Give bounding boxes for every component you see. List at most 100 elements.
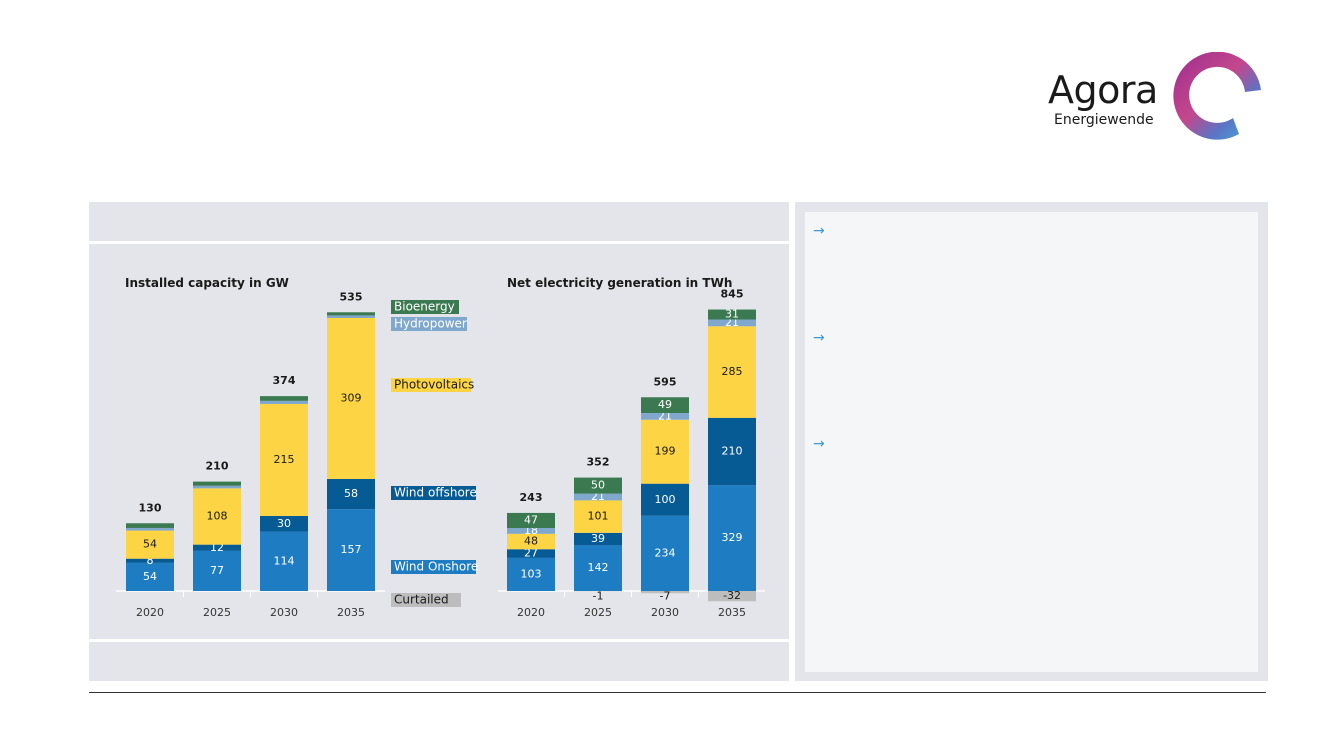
bar-segment-bioenergy [641, 397, 689, 413]
data-label: 27 [524, 547, 538, 560]
data-label: 50 [591, 479, 605, 492]
chart-header-panel [89, 202, 789, 241]
legend-label: Photovoltaics [394, 378, 474, 392]
data-label: 101 [588, 510, 609, 523]
bar-segment-wind_offshore [574, 532, 622, 546]
legend-label: Wind Onshore [394, 560, 478, 574]
bar-segment-wind_onshore [327, 509, 375, 591]
data-label: 100 [655, 493, 676, 506]
legend-label: Bioenergy [394, 300, 455, 314]
legend-swatch-bioenergy [391, 300, 459, 314]
data-label: 108 [207, 509, 228, 522]
bar-segment-hydropower [327, 315, 375, 318]
data-label: 49 [658, 398, 672, 411]
legend-swatch-wind_offshore [391, 486, 476, 500]
tick-label: 2030 [270, 606, 298, 619]
data-label: 8 [147, 554, 154, 567]
bar-segment-wind_offshore [260, 515, 308, 532]
data-label: 309 [341, 391, 362, 404]
bar-segment-photovoltaics [708, 326, 756, 418]
bar-segment-wind_onshore [641, 515, 689, 591]
bar-segment-wind_onshore [574, 545, 622, 591]
bar-segment-curtailed [641, 591, 689, 594]
arrow-right-icon: → [813, 436, 825, 452]
bar-segment-bioenergy [126, 523, 174, 528]
bar-segment-photovoltaics [193, 488, 241, 545]
legend-label: Curtailed [394, 593, 449, 607]
legend-swatch-wind_onshore [391, 560, 476, 574]
bar-segment-photovoltaics [507, 533, 555, 550]
tick-label: 2020 [136, 606, 164, 619]
bar-segment-wind_onshore [126, 562, 174, 591]
data-label: 234 [655, 546, 676, 559]
total-label: 595 [654, 375, 677, 388]
data-label: -32 [723, 589, 741, 602]
bar-segment-hydropower [708, 319, 756, 327]
data-label: 54 [143, 538, 157, 551]
bar-segment-hydropower [260, 400, 308, 404]
bar-segment-bioenergy [193, 481, 241, 486]
legend-label: Wind offshore [394, 486, 477, 500]
side-panel-content [805, 212, 1258, 672]
data-label: 285 [722, 365, 743, 378]
data-label: 39 [591, 532, 605, 545]
agora-logo: Agora Energiewende [1048, 52, 1268, 148]
data-label: 210 [722, 445, 743, 458]
bar-segment-hydropower [193, 485, 241, 489]
bar-segment-wind_onshore [260, 531, 308, 591]
chart-title: Installed capacity in GW [125, 276, 289, 290]
arrow-right-icon: → [813, 223, 825, 239]
data-label: 103 [521, 567, 542, 580]
tick-label: 2025 [584, 606, 612, 619]
arrow-right-icon: → [813, 330, 825, 346]
bar-segment-hydropower [641, 412, 689, 420]
bar-segment-hydropower [574, 493, 622, 501]
bar-segment-wind_onshore [708, 485, 756, 591]
data-label: 157 [341, 543, 362, 556]
total-label: 535 [340, 290, 363, 303]
bar-segment-wind_onshore [193, 550, 241, 591]
legend-swatch-curtailed [391, 593, 461, 607]
installed-capacity-chart: Installed capacity in GW 54 8 54 130 2020 77 1… [116, 276, 385, 619]
chart-legend: Bioenergy Hydropower Photovoltaics Wind off… [391, 300, 478, 607]
data-label: 30 [277, 517, 291, 530]
data-label: 114 [274, 554, 295, 567]
bar-segment-wind_offshore [193, 544, 241, 551]
bar-segment-bioenergy [574, 477, 622, 494]
data-label: 58 [344, 487, 358, 500]
data-label: -1 [593, 590, 604, 603]
logo-wordmark: Agora [1048, 68, 1158, 112]
total-label: 845 [721, 288, 744, 301]
bar-segment-hydropower [126, 527, 174, 531]
data-label: 48 [524, 535, 538, 548]
bar-segment-curtailed [708, 591, 756, 602]
bottom-rule [89, 692, 1266, 693]
data-label: 77 [210, 564, 224, 577]
chart-footer-panel [89, 642, 789, 681]
logo-ring-icon [1173, 52, 1261, 140]
tick-label: 2035 [337, 606, 365, 619]
bar-segment-wind_offshore [708, 417, 756, 486]
total-label: 210 [206, 460, 229, 473]
total-label: 374 [273, 374, 296, 387]
data-label: 329 [722, 531, 743, 544]
tick-label: 2020 [517, 606, 545, 619]
bar-segment-wind_offshore [126, 558, 174, 563]
data-label: 31 [725, 308, 739, 321]
bar-segment-wind_offshore [507, 549, 555, 558]
bar-segment-wind_offshore [327, 478, 375, 510]
logo-subtitle: Energiewende [1054, 112, 1154, 128]
bar-segment-photovoltaics [574, 500, 622, 533]
data-label: 47 [524, 513, 538, 526]
bar-segment-photovoltaics [641, 419, 689, 484]
tick-label: 2035 [718, 606, 746, 619]
bar-segment-wind_onshore [507, 557, 555, 591]
data-label: 54 [143, 570, 157, 583]
chart-title: Net electricity generation in TWh [507, 276, 732, 290]
total-label: 130 [139, 501, 162, 514]
data-label: -7 [660, 590, 671, 603]
data-label: 142 [588, 561, 609, 574]
legend-label: Hydropower [394, 317, 467, 331]
bar-segment-bioenergy [708, 309, 756, 320]
